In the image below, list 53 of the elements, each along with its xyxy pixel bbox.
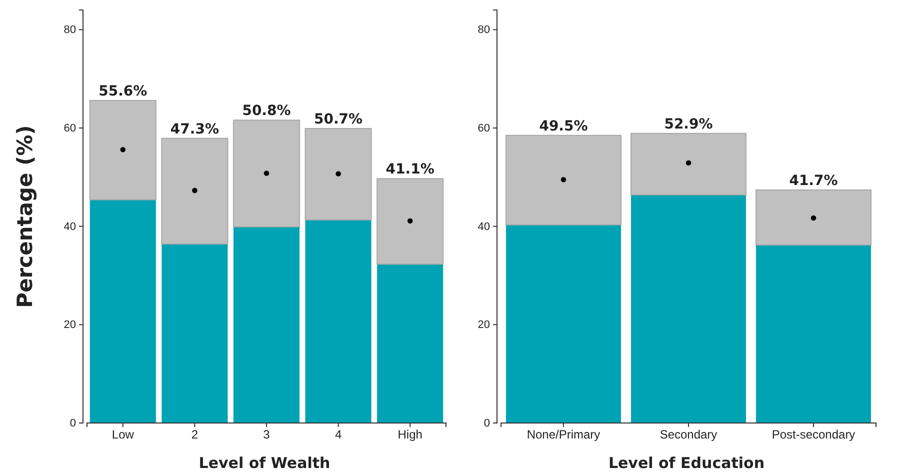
x-tick-label: 2 — [191, 428, 198, 442]
bar — [232, 120, 300, 228]
x-tick-label: None/Primary — [526, 428, 600, 442]
annotation: 41.1% — [386, 162, 434, 178]
y-tick-label: 0 — [70, 418, 76, 430]
bar — [161, 138, 228, 245]
y-tick-label: 20 — [478, 319, 490, 332]
point — [192, 188, 198, 194]
x-axis-title: Level of Wealth — [198, 454, 330, 472]
y-tick-label: 60 — [64, 122, 76, 135]
point — [407, 218, 413, 224]
bar — [756, 245, 871, 423]
y-tick-label: 40 — [478, 220, 490, 233]
y-tick-label: 40 — [64, 220, 76, 233]
bar — [630, 132, 746, 196]
bar — [233, 226, 300, 423]
bar — [90, 200, 156, 423]
point — [560, 176, 566, 182]
point — [686, 160, 692, 166]
y-axis-title: Percentage (%) — [13, 125, 37, 308]
annotation: 55.6% — [98, 83, 148, 100]
y-tick-label: 60 — [478, 122, 490, 135]
y-tick-label: 20 — [64, 319, 76, 332]
x-axis-title: Level of Education — [608, 454, 765, 472]
y-tick-label: 0 — [484, 418, 490, 430]
annotation: 49.5% — [539, 118, 588, 134]
annotation: 41.7% — [789, 172, 838, 189]
x-tick-label: Secondary — [660, 428, 718, 442]
y-tick-label: 80 — [478, 24, 490, 36]
x-tick-label: 3 — [263, 428, 270, 442]
point — [120, 146, 126, 152]
annotation: 52.9% — [664, 116, 713, 132]
x-tick-label: High — [398, 428, 422, 442]
x-tick-label: Post-secondary — [772, 428, 856, 442]
x-tick-label: 4 — [334, 428, 342, 442]
bar — [377, 264, 444, 423]
point — [264, 170, 270, 176]
y-tick-label: 80 — [64, 24, 76, 36]
bar — [756, 189, 872, 246]
bar — [162, 244, 228, 423]
bar — [305, 220, 372, 423]
point — [810, 215, 816, 221]
annotation: 50.7% — [314, 111, 363, 128]
bar — [89, 100, 156, 200]
bar — [506, 224, 621, 423]
annotation: 47.3% — [170, 121, 219, 138]
x-tick-label: Low — [112, 428, 134, 442]
point — [336, 171, 341, 176]
bar — [506, 134, 622, 226]
annotation: 50.8% — [242, 103, 291, 120]
bar — [631, 194, 746, 423]
bar — [376, 178, 444, 265]
bar — [304, 128, 372, 220]
